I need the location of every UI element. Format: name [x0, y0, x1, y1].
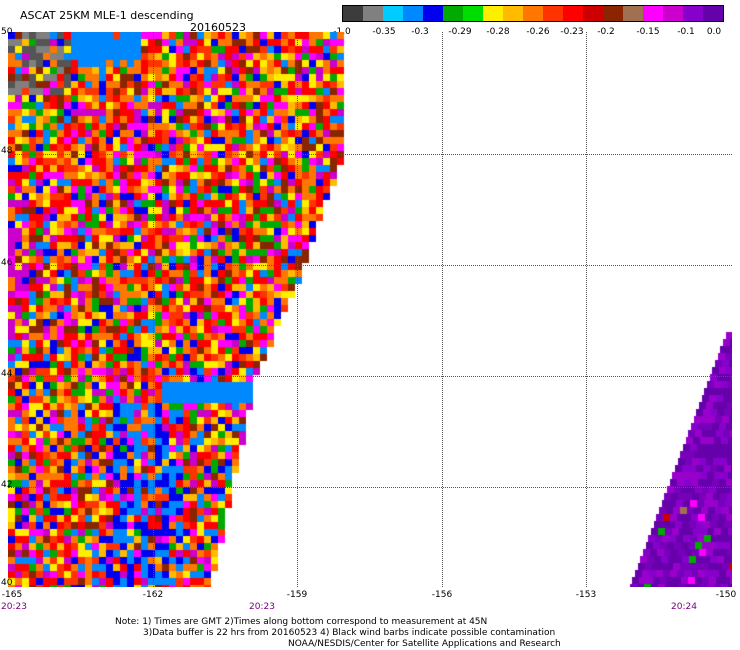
grid-line-lat [8, 265, 732, 266]
satellite-swath-west [8, 32, 732, 587]
map-plot-area[interactable] [8, 32, 732, 587]
grid-line-lon [586, 32, 587, 587]
legend-color-swatch [403, 6, 423, 21]
grid-line-lon [297, 32, 298, 587]
lon-label: -150 [715, 590, 737, 600]
lat-label: 42 [1, 480, 13, 490]
legend-color-swatch [583, 6, 603, 21]
lon-label: -162 [142, 590, 164, 600]
lon-label: -165 [1, 590, 23, 600]
legend-color-swatch [383, 6, 403, 21]
legend-color-swatch [423, 6, 443, 21]
lat-label: 48 [1, 146, 13, 156]
time-label: 20:23 [249, 602, 275, 612]
time-label: 20:23 [1, 602, 27, 612]
grid-line-lon [153, 32, 154, 587]
legend-color-swatch [703, 6, 723, 21]
legend-color-swatch [503, 6, 523, 21]
footnote-line-1: Note: 1) Times are GMT 2)Times along bot… [115, 617, 488, 627]
legend-color-swatch [363, 6, 383, 21]
legend-color-swatch [443, 6, 463, 21]
grid-line-lat [8, 487, 732, 488]
grid-line-lat [8, 154, 732, 155]
lat-label: 50 [1, 27, 13, 37]
lon-label: -156 [431, 590, 453, 600]
legend-color-swatch [663, 6, 683, 21]
legend-color-swatch [563, 6, 583, 21]
footnote-credit: NOAA/NESDIS/Center for Satellite Applica… [288, 639, 561, 649]
color-legend-bar [342, 5, 724, 22]
map-title: ASCAT 25KM MLE-1 descending [20, 9, 194, 22]
grid-line-lon [442, 32, 443, 587]
lat-label: 40 [1, 578, 13, 588]
legend-color-swatch [483, 6, 503, 21]
legend-color-swatch [623, 6, 643, 21]
lat-label: 46 [1, 258, 13, 268]
lon-label: -153 [575, 590, 597, 600]
legend-color-swatch [683, 6, 703, 21]
legend-color-swatch [543, 6, 563, 21]
legend-color-swatch [603, 6, 623, 21]
lon-label: -159 [286, 590, 308, 600]
map-date: 20160523 [190, 21, 246, 34]
footnote-line-2: 3)Data buffer is 22 hrs from 20160523 4)… [143, 628, 556, 638]
grid-line-lat [8, 376, 732, 377]
time-label: 20:24 [671, 602, 697, 612]
legend-color-swatch [463, 6, 483, 21]
legend-color-swatch [523, 6, 543, 21]
legend-color-swatch [643, 6, 663, 21]
lat-label: 44 [1, 369, 13, 379]
legend-color-swatch [343, 6, 363, 21]
